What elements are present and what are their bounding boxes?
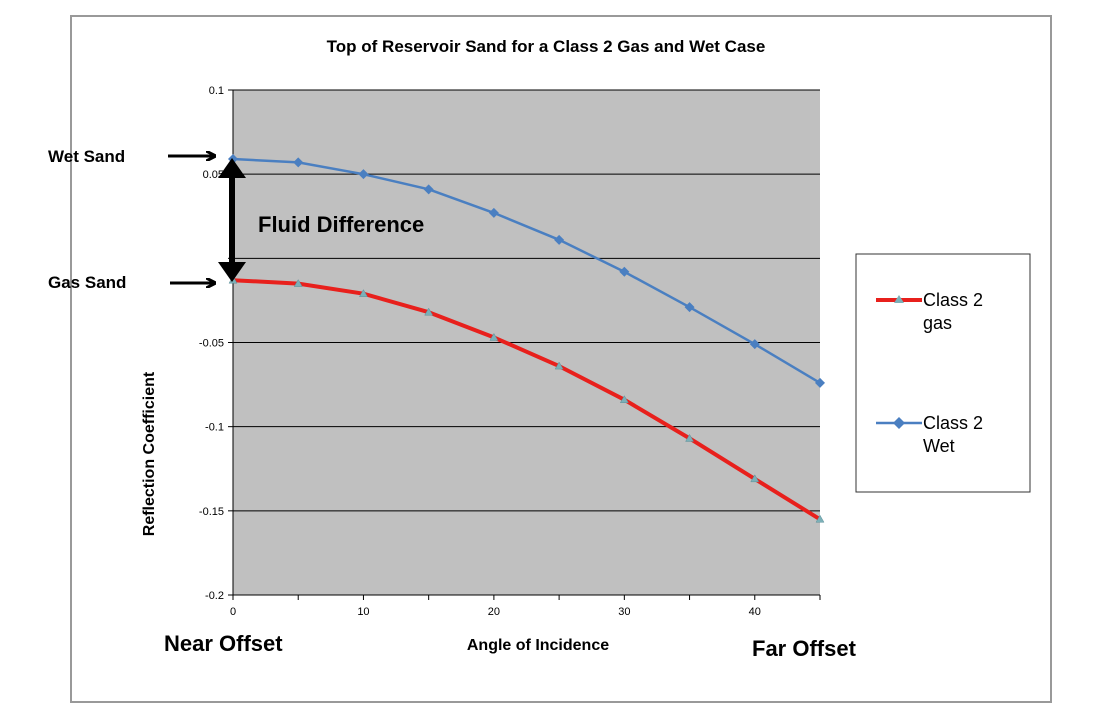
legend-item: Class 2 gas — [876, 290, 983, 333]
data-point — [293, 157, 304, 168]
data-point — [489, 332, 499, 341]
data-point — [685, 433, 694, 442]
legend: Class 2 gas Class 2 Wet — [876, 290, 983, 456]
tick-labels: 0.1 0.05 -0.05 -0.1 -0.15 -0.2 0 10 20 30 40 — [199, 85, 761, 618]
fluid-difference-label: Fluid Difference — [258, 212, 424, 237]
legend-label: Class 2 Wet — [923, 413, 983, 456]
series-class-2-wet — [228, 154, 825, 388]
data-point — [554, 361, 564, 370]
data-point — [359, 289, 368, 297]
legend-marker — [893, 417, 905, 429]
data-point — [358, 169, 369, 180]
legend-item: Class 2 Wet — [876, 413, 983, 456]
y-tick-label: 0.05 — [203, 169, 224, 181]
data-point — [619, 395, 629, 403]
x-tick-label: 10 — [357, 606, 369, 618]
series-line — [232, 157, 821, 384]
far-offset-label: Far Offset — [752, 636, 857, 661]
series-class-2-gas — [228, 275, 825, 523]
y-tick-label: -0.05 — [199, 338, 224, 350]
y-tick-label: -0.2 — [205, 590, 224, 602]
y-tick-label: -0.15 — [199, 506, 224, 518]
y-axis-title: Reflection Coefficient — [141, 371, 158, 536]
fluid-difference-arrow — [218, 158, 246, 282]
legend-marker — [894, 295, 904, 303]
data-point — [424, 307, 434, 316]
data-point — [749, 339, 760, 350]
gas-sand-label: Gas Sand — [48, 273, 126, 292]
data-point — [684, 302, 695, 313]
x-tick-label: 0 — [230, 606, 236, 618]
data-point — [815, 514, 825, 523]
y-tick-label: -0.1 — [205, 422, 224, 434]
data-point — [293, 279, 303, 287]
x-tick-label: 40 — [749, 606, 761, 618]
series — [228, 154, 825, 523]
x-tick-label: 20 — [488, 606, 500, 618]
series-line — [232, 278, 822, 522]
legend-label: Class 2 gas — [923, 290, 983, 333]
data-point — [423, 184, 434, 195]
data-point — [619, 266, 630, 277]
gridlines — [233, 89, 820, 596]
y-tick-label: 0.1 — [209, 85, 224, 97]
x-axis-title: Angle of Incidence — [467, 637, 609, 654]
near-offset-label: Near Offset — [164, 631, 283, 656]
data-point — [750, 474, 760, 483]
wet-sand-label: Wet Sand — [48, 147, 125, 166]
x-tick-label: 30 — [618, 606, 630, 618]
data-point — [554, 234, 565, 245]
data-point — [488, 207, 499, 218]
legend-box — [855, 253, 1031, 493]
chart-title: Top of Reservoir Sand for a Class 2 Gas … — [327, 37, 766, 56]
data-point — [815, 377, 825, 388]
